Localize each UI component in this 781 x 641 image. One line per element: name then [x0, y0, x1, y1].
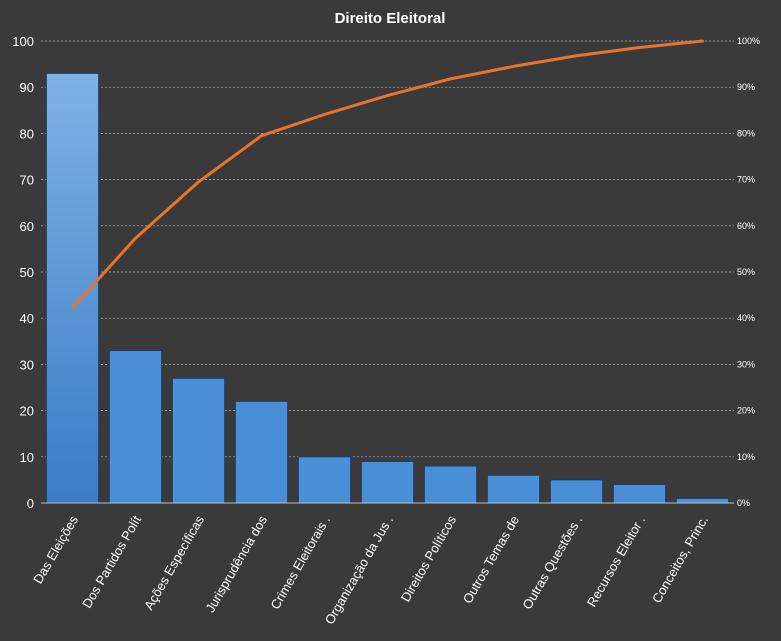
y2-tick-label: 50% [737, 267, 755, 277]
y2-tick-label: 40% [737, 313, 755, 323]
bar [549, 479, 604, 504]
y2-tick-label: 90% [737, 82, 755, 92]
y2-tick-label: 100% [737, 36, 760, 46]
y2-tick-label: 80% [737, 128, 755, 138]
y-tick-label: 100 [12, 34, 34, 49]
bar [360, 460, 415, 504]
y-tick-label: 70 [20, 173, 34, 188]
cumulative-percent-line [71, 39, 704, 310]
y-tick-label: 40 [20, 311, 34, 326]
y2-tick-label: 30% [737, 359, 755, 369]
y-tick-label: 50 [20, 265, 34, 280]
y-tick-label: 0 [27, 496, 34, 511]
y-tick-label: 90 [20, 80, 34, 95]
y-tick-label: 10 [20, 450, 34, 465]
chart-title: Direito Eleitoral [335, 10, 446, 27]
y2-tick-label: 70% [737, 175, 755, 185]
bars [45, 72, 730, 504]
gridlines [41, 40, 734, 458]
bar [612, 484, 667, 504]
cumulative-line [71, 39, 704, 310]
bar [486, 474, 541, 504]
y-tick-label: 60 [20, 219, 34, 234]
y2-tick-label: 60% [737, 221, 755, 231]
y-axis-ticks: 0 10 20 30 40 50 60 70 80 90 100 [12, 34, 34, 511]
y2-tick-label: 10% [737, 452, 755, 462]
y-tick-label: 30 [20, 357, 34, 372]
y-tick-label: 20 [20, 404, 34, 419]
y2-tick-label: 20% [737, 406, 755, 416]
bar [108, 350, 163, 504]
bar [234, 400, 289, 504]
secondary-y-axis-ticks: 0% 10% 20% 30% 40% 50% 60% 70% 80% 90% 100% [737, 36, 760, 508]
bar [297, 456, 352, 504]
bar [675, 497, 730, 504]
y-tick-label: 80 [20, 126, 34, 141]
y2-tick-label: 0% [737, 498, 750, 508]
bar [171, 377, 226, 504]
bar [423, 465, 478, 504]
